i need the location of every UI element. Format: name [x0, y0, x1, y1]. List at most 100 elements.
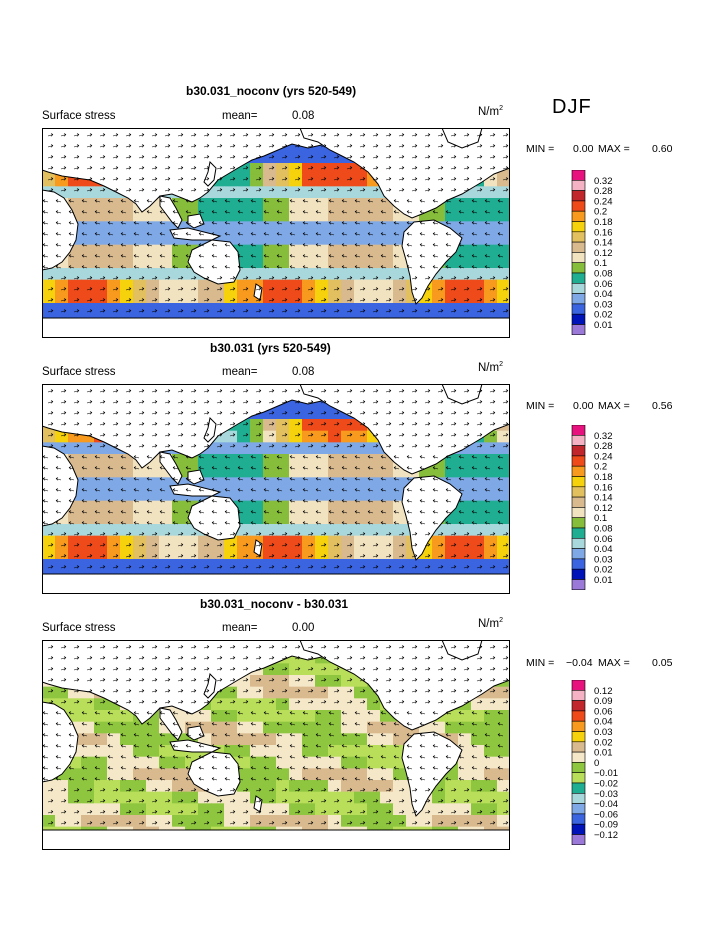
wind-arrow [237, 510, 244, 514]
wind-arrow [190, 177, 197, 181]
wind-arrow [302, 210, 309, 214]
wind-arrow [68, 766, 75, 770]
stress-cell [107, 791, 121, 804]
wind-arrow [445, 711, 452, 715]
wind-arrow [458, 254, 465, 258]
stress-cell [42, 279, 56, 292]
wind-arrow [333, 400, 340, 404]
wind-arrow [73, 667, 80, 671]
wind-arrow [86, 821, 93, 825]
stress-cell [263, 756, 277, 769]
wind-arrow [411, 422, 418, 426]
wind-arrow [398, 554, 405, 558]
wind-arrow [86, 532, 93, 536]
stress-cell [146, 465, 160, 478]
stress-cell [484, 465, 498, 478]
wind-arrow [164, 133, 171, 137]
stress-cell [341, 221, 355, 234]
stress-cell [471, 268, 485, 281]
wind-arrow [211, 488, 218, 492]
wind-arrow [185, 243, 192, 247]
wind-arrow [120, 711, 127, 715]
wind-arrow [307, 155, 314, 159]
stress-cell [302, 186, 316, 199]
stress-cell [471, 209, 485, 222]
stress-cell [263, 419, 277, 432]
wind-arrow [159, 232, 166, 236]
wind-arrow [146, 499, 153, 503]
wind-arrow [432, 766, 439, 770]
wind-arrow [476, 411, 483, 415]
wind-arrow [60, 411, 67, 415]
wind-arrow [198, 210, 205, 214]
wind-arrow [424, 689, 431, 693]
wind-arrow [393, 466, 400, 470]
wind-arrow [250, 488, 257, 492]
wind-arrow [190, 543, 197, 547]
wind-arrow [458, 722, 465, 726]
wind-arrow [411, 155, 418, 159]
wind-arrow [172, 466, 179, 470]
stress-cell [341, 209, 355, 222]
stress-cell [276, 174, 290, 187]
wind-arrow [385, 188, 392, 192]
wind-arrow [159, 766, 166, 770]
wind-arrow [55, 777, 62, 781]
stress-cell [263, 477, 277, 490]
wind-arrow [484, 199, 491, 203]
wind-arrow [307, 433, 314, 437]
wind-arrow [450, 645, 457, 649]
stress-cell [289, 477, 303, 490]
wind-arrow [341, 243, 348, 247]
stress-cell [133, 477, 147, 490]
wind-arrow [107, 777, 114, 781]
wind-arrow [458, 777, 465, 781]
stress-cell [81, 221, 95, 234]
stress-cell [380, 512, 394, 525]
wind-arrow [502, 309, 509, 313]
wind-arrow [372, 656, 379, 660]
stress-cell [315, 686, 329, 699]
wind-arrow [185, 711, 192, 715]
stress-cell [146, 477, 160, 490]
stress-cell [224, 303, 238, 316]
wind-arrow [458, 466, 465, 470]
stress-cell [120, 803, 134, 816]
wind-arrow [216, 411, 223, 415]
wind-arrow [424, 565, 431, 569]
wind-arrow [424, 821, 431, 825]
wind-arrow [359, 554, 366, 558]
wind-arrow [419, 477, 426, 481]
wind-arrow [268, 788, 275, 792]
stress-cell [471, 547, 485, 560]
stress-cell [497, 489, 510, 502]
wind-arrow [406, 265, 413, 269]
stress-cell [289, 186, 303, 199]
wind-arrow [289, 254, 296, 258]
wind-arrow [393, 499, 400, 503]
wind-arrow [489, 645, 496, 649]
stress-cell [393, 268, 407, 281]
wind-arrow [354, 477, 361, 481]
wind-arrow [276, 722, 283, 726]
wind-arrow [216, 287, 223, 291]
wind-arrow [484, 466, 491, 470]
stress-cell [354, 442, 368, 455]
wind-arrow [112, 799, 119, 803]
stress-cell [341, 442, 355, 455]
wind-arrow [190, 565, 197, 569]
wind-arrow [133, 477, 140, 481]
stress-cell [81, 780, 95, 793]
colorbar-tick-label: 0.06 [594, 279, 613, 290]
wind-arrow [47, 821, 54, 825]
stress-cell [315, 430, 329, 443]
wind-arrow [73, 309, 80, 313]
wind-arrow [372, 810, 379, 814]
wind-arrow [333, 667, 340, 671]
wind-arrow [86, 133, 93, 137]
stress-cell [380, 465, 394, 478]
wind-arrow [229, 645, 236, 649]
stress-cell [315, 698, 329, 711]
wind-arrow [458, 265, 465, 269]
wind-arrow [138, 287, 145, 291]
